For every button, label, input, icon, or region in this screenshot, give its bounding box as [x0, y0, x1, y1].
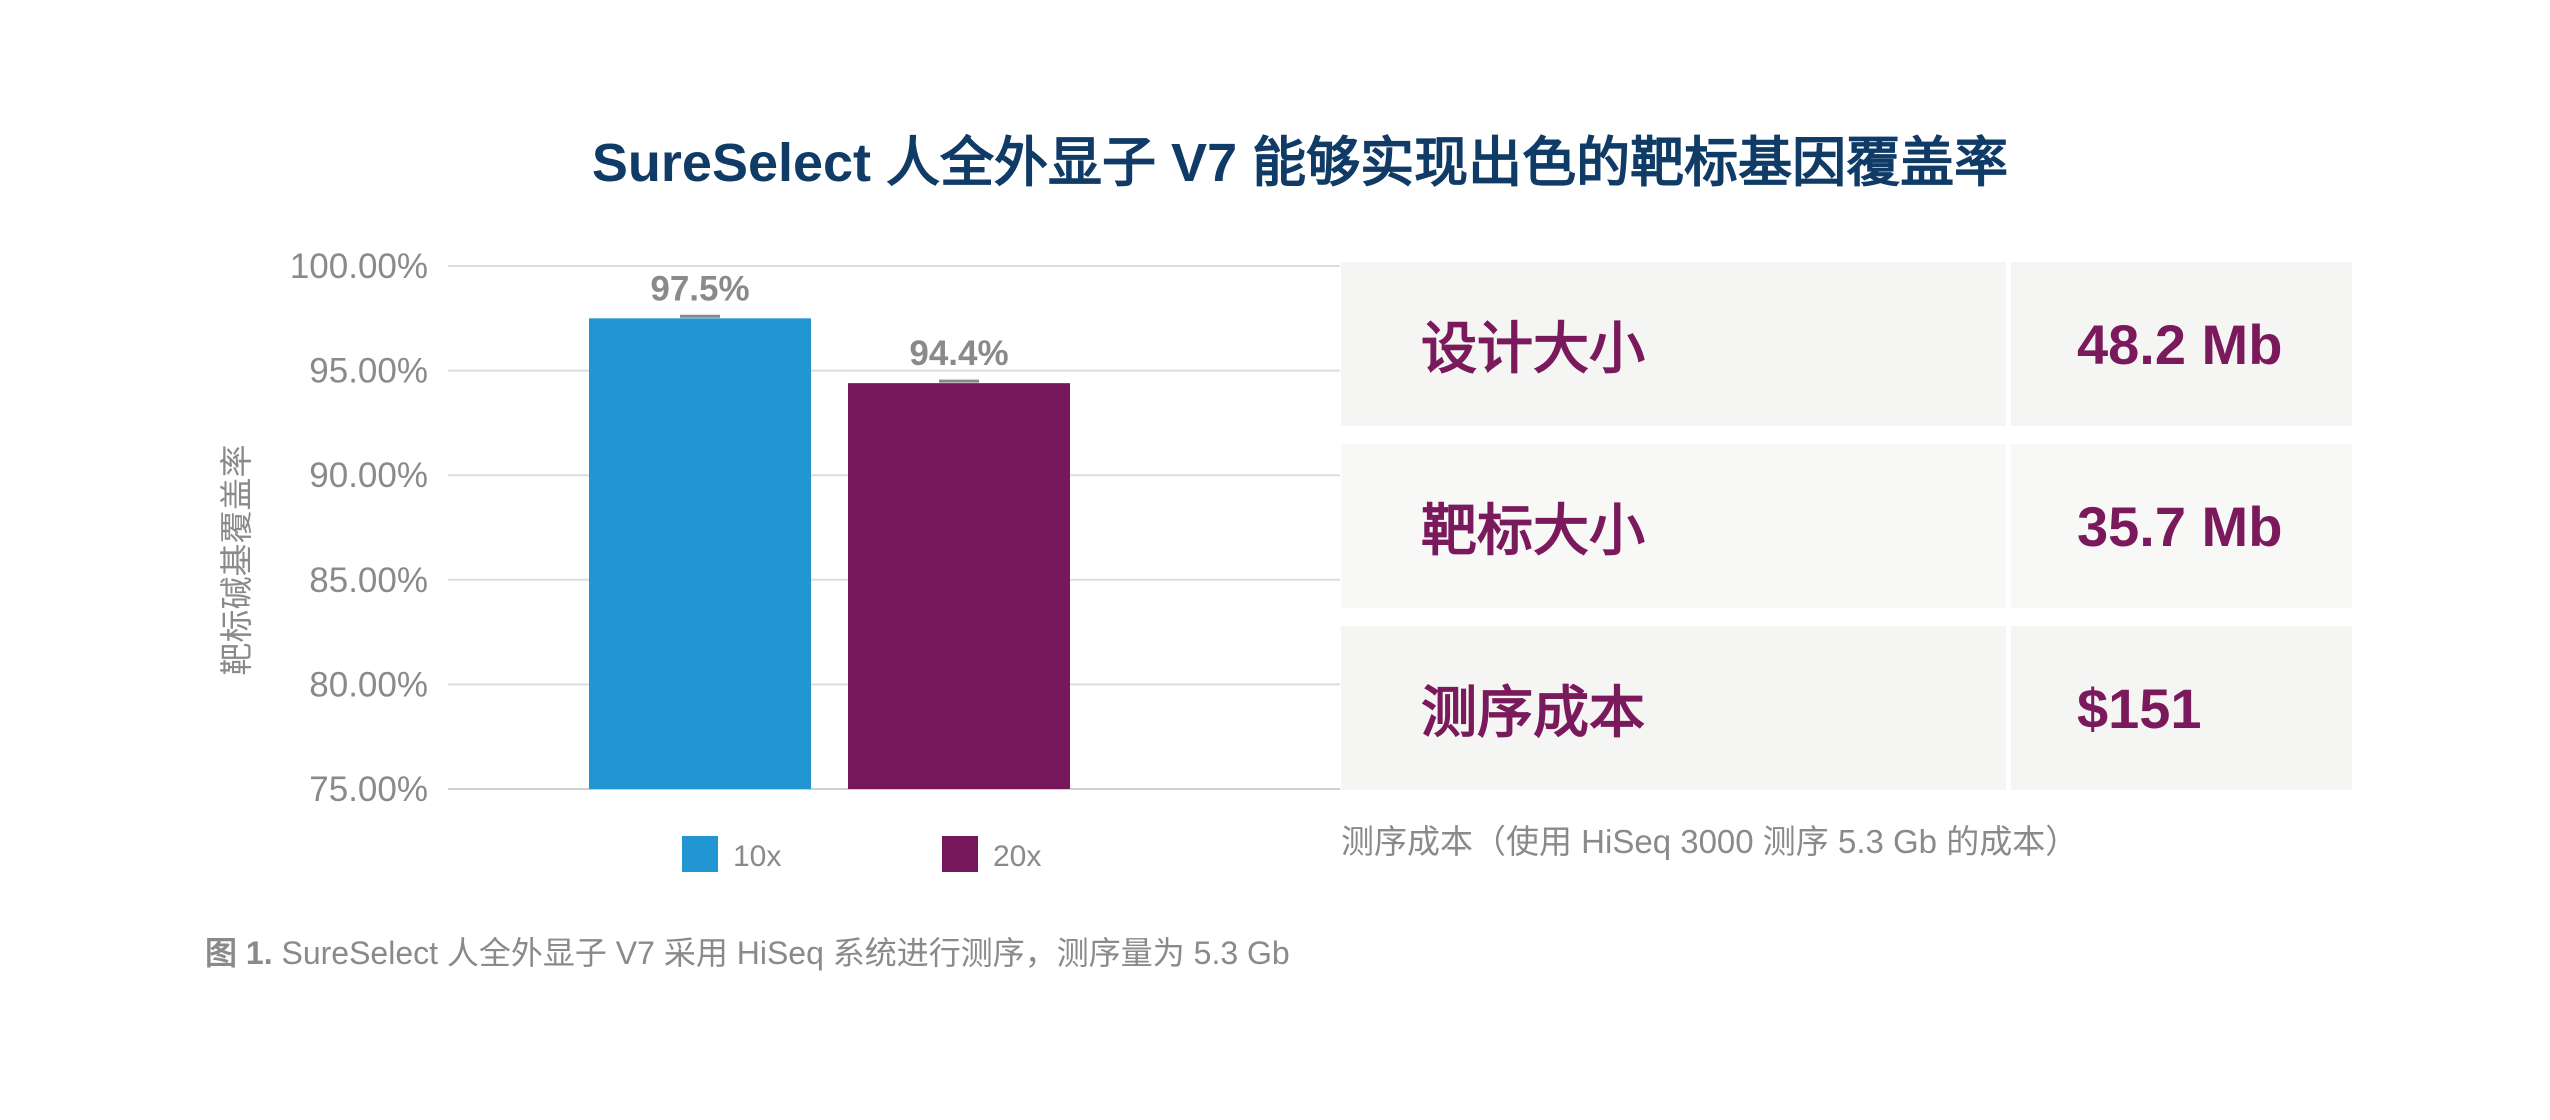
y-tick-label: 90.00% [309, 456, 428, 495]
stat-row-target-size: 靶标大小 35.7 Mb [1341, 444, 2352, 608]
legend-swatch [682, 836, 718, 872]
figure-caption: 图 1. SureSelect 人全外显子 V7 采用 HiSeq 系统进行测序… [205, 928, 1290, 974]
y-tick-label: 85.00% [309, 561, 428, 600]
y-tick-label: 75.00% [309, 770, 428, 809]
data-label: 94.4% [909, 334, 1008, 373]
bars [589, 314, 1070, 789]
y-axis-label: 靶标碱基覆盖率 [218, 445, 255, 676]
legend: 10x 20x [682, 836, 1041, 873]
data-labels: 97.5% 94.4% [650, 269, 1008, 373]
legend-label: 20x [993, 840, 1041, 873]
bar-10x [589, 318, 811, 789]
stat-label: 设计大小 [1341, 262, 2006, 426]
stats-table: 设计大小 48.2 Mb 靶标大小 35.7 Mb 测序成本 $151 [1341, 262, 2352, 808]
legend-swatch [942, 836, 978, 872]
data-label: 97.5% [650, 269, 749, 308]
chart-title: SureSelect 人全外显子 V7 能够实现出色的靶标基因覆盖率 [591, 133, 2009, 193]
y-tick-label: 100.00% [290, 247, 428, 286]
bar-chart: 100.00% 95.00% 90.00% 85.00% 80.00% 75.00% 靶标… [218, 247, 1340, 873]
bar-20x [848, 383, 1070, 789]
y-tick-labels: 100.00% 95.00% 90.00% 85.00% 80.00% 75.00% [290, 247, 428, 809]
stat-label: 靶标大小 [1341, 444, 2006, 608]
caption-text: SureSelect 人全外显子 V7 采用 HiSeq 系统进行测序，测序量为… [281, 935, 1290, 971]
stat-value: 48.2 Mb [2011, 262, 2352, 426]
stats-note: 测序成本（使用 HiSeq 3000 测序 5.3 Gb 的成本） [1341, 823, 2079, 860]
stat-value: 35.7 Mb [2011, 444, 2352, 608]
stat-row-design-size: 设计大小 48.2 Mb [1341, 262, 2352, 426]
y-tick-label: 95.00% [309, 352, 428, 391]
stat-value: $151 [2011, 626, 2352, 790]
caption-prefix: 图 1. [205, 935, 273, 971]
legend-label: 10x [733, 840, 781, 873]
stat-label: 测序成本 [1341, 626, 2006, 790]
y-tick-label: 80.00% [309, 665, 428, 704]
stat-row-sequencing-cost: 测序成本 $151 [1341, 626, 2352, 790]
